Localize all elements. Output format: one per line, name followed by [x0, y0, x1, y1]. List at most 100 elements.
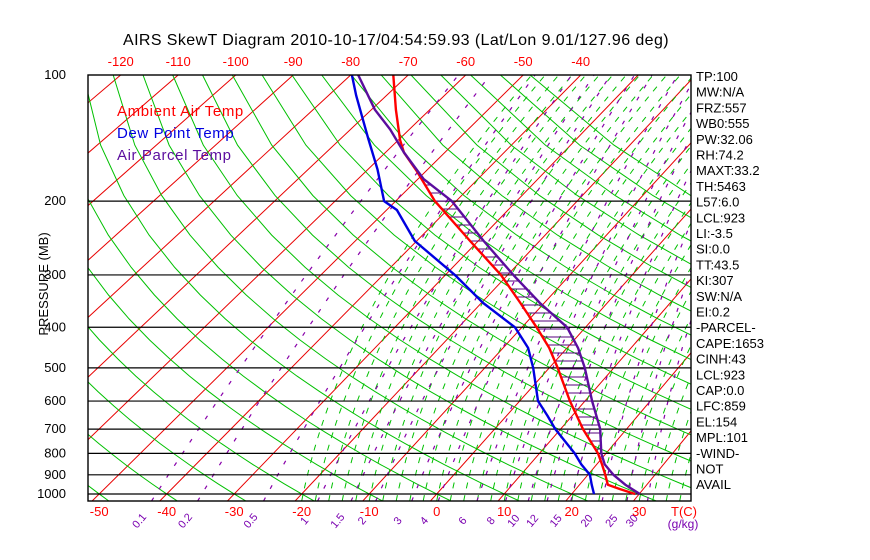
dry-adiabat-60: [231, 75, 691, 436]
bottom-temp-label--10: -10: [360, 504, 379, 519]
moist-adiabat--8: [382, 75, 614, 501]
stats-line-frz: FRZ:557: [696, 100, 747, 115]
moist-adiabat-30: [638, 344, 691, 501]
isotherm--20: [294, 79, 691, 501]
stats-line-lcl: LCL:923: [696, 367, 745, 382]
moist-adiabat-18: [557, 202, 691, 501]
mixing-ratio-label-20: 20: [579, 513, 596, 530]
stats-line-mpl: MPL:101: [696, 430, 748, 445]
mixing-ratio-1.5: [350, 75, 595, 501]
plot-frame: [87, 74, 692, 502]
moist-adiabat--4: [409, 75, 641, 501]
stats-line-wb0: WB0:555: [696, 116, 749, 131]
sounding-curves: [350, 75, 641, 496]
pressure-grid-lines: [88, 200, 691, 495]
moist-adiabat-32: [652, 375, 691, 501]
pressure-tick-900: 900: [44, 467, 66, 482]
bottom-temp-label-20: 20: [564, 504, 578, 519]
stats-line-maxt: MAXT:33.2: [696, 163, 760, 178]
pressure-tick-100: 100: [44, 67, 66, 82]
pressure-tick-700: 700: [44, 421, 66, 436]
mixing-ratio-label-0.1: 0.1: [130, 511, 149, 530]
isotherm--10: [362, 142, 691, 501]
moist-adiabat--18: [314, 75, 546, 501]
dry-adiabat-80: [291, 75, 691, 385]
dry-adiabat-10: [88, 91, 520, 501]
mixing-ratio-label-4: 4: [418, 515, 431, 527]
mixing-ratio-30: [646, 318, 691, 501]
dry-adiabat-70: [261, 75, 691, 410]
mixing-ratio-label-25: 25: [603, 513, 620, 530]
bottom-temp-label-0: 0: [433, 504, 440, 519]
top-temp-label--70: -70: [399, 54, 418, 69]
bottom-temp-label--20: -20: [292, 504, 311, 519]
moist-adiabat--12: [355, 75, 587, 501]
stats-line-cinh: CINH:43: [696, 352, 746, 367]
dry-adiabat-140: [470, 75, 691, 242]
stats-line-l57: L57:6.0: [696, 195, 739, 210]
top-temp-label--110: -110: [166, 54, 191, 69]
isotherm-lines: [88, 75, 691, 501]
curve-parcel: [357, 75, 641, 496]
top-temp-label--80: -80: [341, 54, 360, 69]
pressure-tick-300: 300: [44, 267, 66, 282]
legend-air-parcel-temp: Air Parcel Temp: [117, 147, 232, 164]
mixing-ratio-label-1.5: 1.5: [329, 511, 348, 530]
top-temp-label--90: -90: [284, 54, 303, 69]
pressure-tick-200: 200: [44, 193, 66, 208]
mixing-ratio-0.5: [262, 75, 536, 501]
curve-dew: [350, 75, 596, 495]
curve-temp: [392, 75, 636, 496]
mixing-ratio-label-6: 6: [456, 515, 469, 527]
dry-adiabat--10: [88, 266, 383, 501]
mixing-ratio-label-3: 3: [392, 515, 405, 527]
moist-adiabat--10: [368, 75, 600, 501]
dry-adiabat-130: [440, 75, 691, 265]
bottom-temp-label--30: -30: [225, 504, 244, 519]
top-temp-label--40: -40: [571, 54, 590, 69]
stats-line-cape: CAPE:1653: [696, 336, 764, 351]
stats-line-el: EL:154: [696, 414, 737, 429]
mixing-ratio-20: [601, 220, 691, 501]
mixing-ratio-0.2: [197, 75, 491, 501]
top-temp-label--50: -50: [514, 54, 533, 69]
legend-ambient-air-temp: Ambient Air Temp: [117, 103, 244, 120]
bottom-temp-label-30: 30: [632, 504, 646, 519]
isotherm--40: [159, 75, 582, 501]
top-temp-label--100: -100: [223, 54, 249, 69]
isotherm-20: [565, 352, 691, 501]
stats-line--wind-: -WIND-: [696, 446, 739, 461]
moist-adiabat-10: [503, 127, 691, 501]
isotherm--110: [88, 75, 179, 154]
dry-adiabat-50: [202, 75, 691, 462]
mixing-ratio-label-12: 12: [524, 513, 541, 530]
moist-adiabat-34: [665, 410, 691, 501]
mixing-ratio-2: [375, 75, 612, 501]
stats-panel: TP:100MW:N/AFRZ:557WB0:555PW:32.06RH:74.…: [696, 69, 764, 492]
moist-adiabat-4: [463, 77, 691, 501]
isotherm--100: [88, 75, 237, 207]
stats-line-pw: PW:32.06: [696, 132, 753, 147]
pressure-tick-500: 500: [44, 360, 66, 375]
legend-dew-point-temp: Dew Point Temp: [117, 125, 234, 142]
stats-line-th: TH:5463: [696, 179, 746, 194]
stats-line-tp: TP:100: [696, 69, 738, 84]
isotherm--30: [226, 75, 639, 501]
moist-adiabat-28: [625, 316, 691, 501]
dry-adiabat-120: [410, 75, 691, 288]
pressure-axis-title: PRESSURE (MB): [36, 232, 51, 335]
frame-rect: [87, 74, 692, 502]
dry-adiabat-20: [112, 75, 589, 501]
mixing-ratio-25: [626, 268, 691, 501]
mixing-ratio-4: [437, 75, 653, 501]
dry-adiabat-100: [351, 75, 691, 336]
top-temp-label--60: -60: [456, 54, 475, 69]
mixing-ratio-label-0.5: 0.5: [242, 511, 261, 530]
moist-adiabat-lines: [301, 75, 691, 501]
bottom-temp-label--40: -40: [157, 504, 176, 519]
stats-line-ei: EI:0.2: [696, 305, 730, 320]
bottom-temp-label-10: 10: [497, 504, 511, 519]
moist-adiabat-24: [598, 266, 691, 501]
mixing-ratio-label-15: 15: [548, 513, 565, 530]
